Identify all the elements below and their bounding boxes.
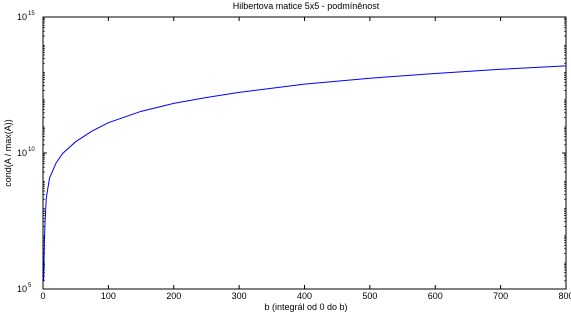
- chart-title: Hilbertova matice 5x5 - podmíněnost: [233, 1, 380, 11]
- y-tick-label: 10: [17, 12, 27, 22]
- y-tick-exponent: 10: [28, 147, 35, 153]
- x-tick-label: 0: [40, 291, 45, 301]
- x-tick-label: 100: [101, 291, 116, 301]
- x-tick-label: 800: [558, 291, 571, 301]
- x-axis: 0 100 200 300 400 500 600 700 800: [40, 17, 571, 301]
- series-layer: [43, 65, 567, 281]
- x-tick-label: 400: [297, 291, 312, 301]
- y-tick-label: 10: [17, 148, 27, 158]
- y-tick-exponent: 15: [28, 11, 35, 17]
- x-axis-label: b (integrál od 0 do b): [264, 302, 347, 312]
- x-tick-label: 200: [166, 291, 181, 301]
- y-tick-exponent: 5: [28, 283, 32, 289]
- x-tick-label: 700: [493, 291, 508, 301]
- y-tick-label: 10: [17, 284, 27, 294]
- plot-area: [42, 16, 567, 290]
- x-tick-label: 500: [362, 291, 377, 301]
- y-axis-label: cond(A / max(A)): [3, 119, 13, 187]
- x-tick-label: 300: [232, 291, 247, 301]
- series-line: [43, 65, 567, 281]
- x-tick-label: 600: [428, 291, 443, 301]
